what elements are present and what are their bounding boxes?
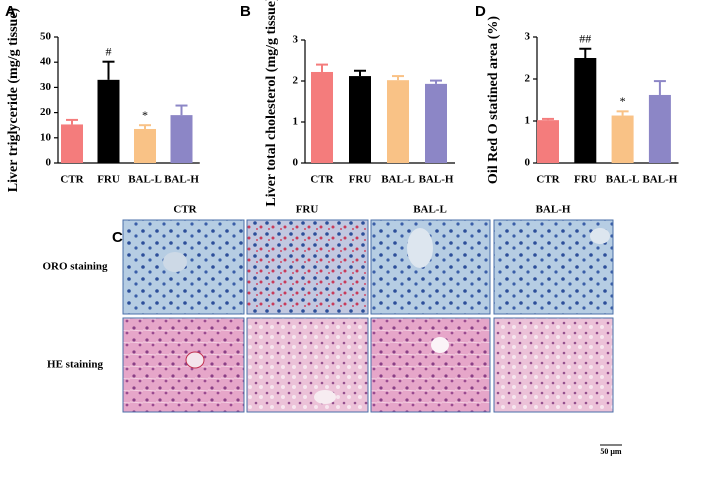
x-tick-label: FRU <box>574 174 597 186</box>
y-tick-label: 3 <box>293 34 299 46</box>
micrograph <box>493 317 614 413</box>
column-label: BAL-L <box>413 204 447 216</box>
x-tick-label: BAL-L <box>128 174 162 186</box>
y-tick-label: 50 <box>40 31 52 43</box>
micrograph <box>122 317 245 413</box>
vessel <box>185 351 205 369</box>
panel-label: C <box>112 229 123 246</box>
x-tick-label: CTR <box>60 174 84 186</box>
x-tick-label: BAL-H <box>164 174 199 186</box>
bar <box>648 94 671 163</box>
bar <box>311 71 333 163</box>
vessel <box>590 228 610 244</box>
micrograph <box>246 219 369 315</box>
bar <box>425 83 447 163</box>
y-tick-label: 1 <box>525 115 531 127</box>
x-tick-label: BAL-H <box>419 174 454 186</box>
y-tick-label: 0 <box>525 157 531 169</box>
row-label: HE staining <box>47 359 103 371</box>
bar <box>387 80 409 163</box>
y-axis-label: Liver total cholesterol (mg/g tissue) <box>264 0 279 207</box>
y-tick-label: 0 <box>293 157 299 169</box>
significance-mark: * <box>620 94 626 108</box>
x-tick-label: CTR <box>310 174 334 186</box>
panel-label: D <box>475 3 486 20</box>
bar <box>134 128 156 163</box>
bar <box>170 115 193 163</box>
y-tick-label: 10 <box>40 131 52 143</box>
y-tick-label: 1 <box>293 116 299 128</box>
vessel <box>407 228 433 268</box>
bar <box>61 124 83 163</box>
significance-mark: # <box>106 44 112 58</box>
y-tick-label: 20 <box>40 106 52 118</box>
y-axis-label: Liver triglyceride (mg/g tissue) <box>6 7 21 192</box>
bar <box>537 120 559 163</box>
y-axis-label: Oil Red O statined area (%) <box>486 16 501 184</box>
x-tick-label: BAL-L <box>381 174 415 186</box>
vessel <box>314 390 336 404</box>
bar <box>611 115 634 163</box>
bar <box>349 76 371 163</box>
micrograph <box>246 317 369 413</box>
x-tick-label: FRU <box>97 174 120 186</box>
panel-label: A <box>5 3 16 20</box>
micrograph <box>370 317 491 413</box>
y-tick-label: 2 <box>293 75 299 87</box>
bar <box>574 58 597 163</box>
vessel <box>431 337 449 353</box>
panel-c: C CTR FRU BAL-L BAL-H ORO staining HE st… <box>42 204 622 456</box>
column-label: CTR <box>173 204 197 216</box>
scale-bar-label: 50 μm <box>600 447 622 456</box>
panel-label: B <box>240 3 251 20</box>
y-tick-label: 0 <box>46 157 52 169</box>
vessel <box>163 252 187 272</box>
significance-mark: ## <box>579 32 591 46</box>
y-tick-label: 3 <box>525 31 531 43</box>
x-tick-label: CTR <box>536 174 560 186</box>
micrograph <box>370 219 491 315</box>
column-label: BAL-H <box>536 204 571 216</box>
y-tick-label: 2 <box>525 73 531 85</box>
x-tick-label: BAL-H <box>642 174 677 186</box>
x-tick-label: FRU <box>349 174 372 186</box>
y-tick-label: 40 <box>40 56 52 68</box>
column-label: FRU <box>296 204 319 216</box>
significance-mark: * <box>142 108 148 122</box>
y-tick-label: 30 <box>40 81 52 93</box>
x-tick-label: BAL-L <box>606 174 640 186</box>
row-label: ORO staining <box>42 261 108 273</box>
bar <box>97 79 120 163</box>
